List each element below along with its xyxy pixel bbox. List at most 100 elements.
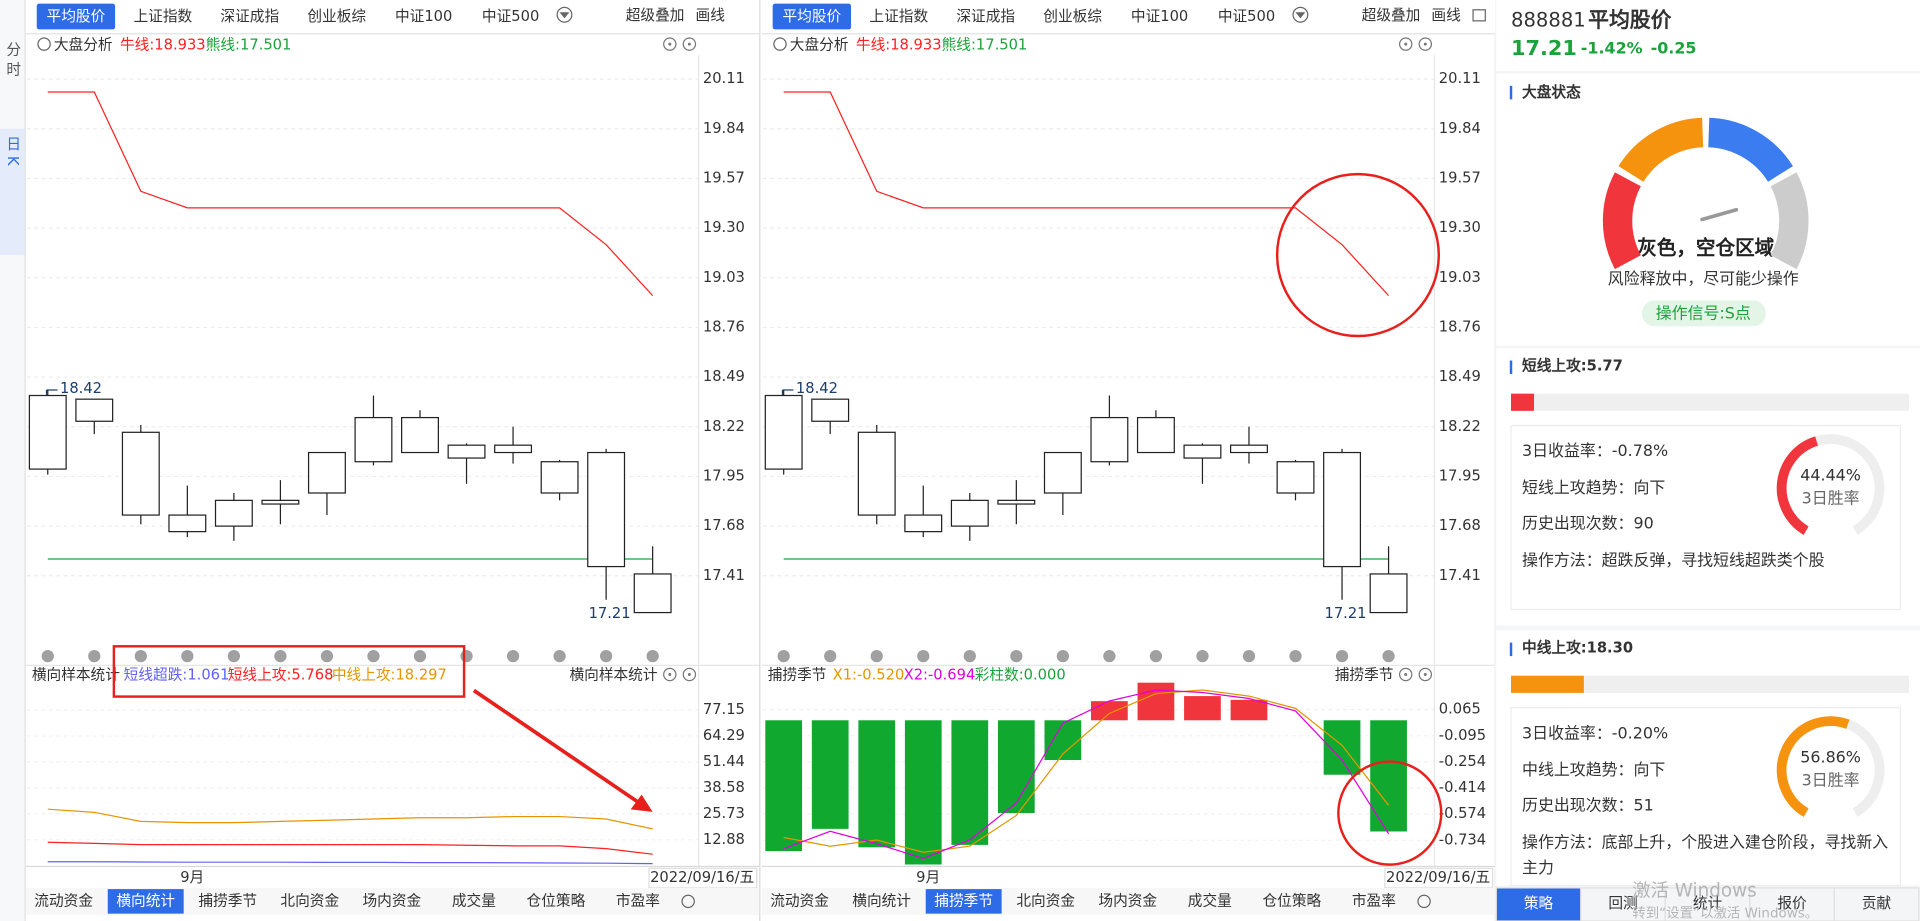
icon[interactable] <box>663 37 677 51</box>
nav-tab[interactable] <box>1749 887 1835 921</box>
more-icon[interactable] <box>1417 894 1431 909</box>
dropdown-icon[interactable] <box>556 6 573 23</box>
series-line <box>47 861 653 865</box>
top-tab[interactable]: 中证500 <box>1218 8 1275 25</box>
period-dot[interactable] <box>88 649 101 663</box>
period-dot[interactable] <box>553 649 566 663</box>
bottom-tab[interactable]: 成交量 <box>452 891 496 909</box>
period-dot[interactable] <box>460 649 473 663</box>
top-tab[interactable]: 创业板综 <box>307 7 366 25</box>
y-tick-label: 20.11 <box>703 70 745 87</box>
nav-tab[interactable] <box>1664 887 1751 921</box>
period-dot[interactable] <box>320 649 334 663</box>
window-icon[interactable] <box>1472 9 1486 22</box>
top-tab[interactable]: 平均股价 <box>782 8 841 25</box>
period-dot[interactable] <box>870 649 883 663</box>
y-tick-label: 19.30 <box>703 219 745 236</box>
bottom-tab[interactable]: 市盈率 <box>1352 892 1396 909</box>
bottom-tab[interactable]: 仓位策略 <box>527 892 586 909</box>
period-dot[interactable] <box>1010 649 1023 663</box>
top-tab[interactable]: 中证500 <box>482 8 539 25</box>
nav-tab[interactable] <box>1495 887 1582 921</box>
icon[interactable] <box>663 667 677 682</box>
bottom-tab[interactable]: 横向统计 <box>852 892 911 909</box>
icon-dot <box>687 673 691 676</box>
period-dot[interactable] <box>646 649 659 663</box>
bottom-tab[interactable]: 捕捞季节 <box>934 892 993 909</box>
period-dot[interactable] <box>506 649 520 663</box>
icon[interactable] <box>682 37 697 51</box>
more-icon[interactable] <box>681 894 695 909</box>
top-tab[interactable]: 平均股价 <box>47 8 106 25</box>
period-dot[interactable] <box>41 649 54 663</box>
top-tab[interactable]: 中证100 <box>1131 8 1188 25</box>
period-dot[interactable] <box>963 649 976 663</box>
tool[interactable]: 画线 <box>696 7 726 24</box>
row-wrap: 短线上攻趋势：向下 <box>1522 479 1665 497</box>
period-dot[interactable] <box>1335 649 1349 663</box>
period-dot[interactable] <box>367 649 380 663</box>
bottom-tab[interactable]: 流动资金 <box>770 892 829 909</box>
nav-label[interactable]: 报价 <box>1777 895 1807 912</box>
side-tab[interactable]: 分时 <box>4 42 21 81</box>
period-dot[interactable] <box>1103 649 1116 663</box>
bottom-tab[interactable]: 捕捞季节 <box>198 892 257 909</box>
period-dot[interactable] <box>274 649 287 663</box>
period-dot[interactable] <box>1382 649 1395 663</box>
bottom-tab[interactable]: 流动资金 <box>34 892 93 909</box>
collapse-icon[interactable] <box>37 37 51 51</box>
tool[interactable]: 画线 <box>1431 7 1461 24</box>
icon[interactable] <box>1398 37 1413 51</box>
period-dot[interactable] <box>1289 649 1302 663</box>
x-date: 2022/09/16/五 <box>650 869 754 886</box>
nav-label[interactable]: 回测 <box>1608 895 1637 912</box>
period-dot[interactable] <box>1056 649 1069 663</box>
bottom-tab[interactable]: 北向资金 <box>1016 892 1075 909</box>
period-dot[interactable] <box>134 649 147 663</box>
side-tab[interactable]: 日K <box>4 136 21 170</box>
icon[interactable] <box>1418 667 1433 682</box>
strategy-row: 操作方法：超跌反弹，寻找短线超跌类个股 <box>1522 551 1825 570</box>
period-dot[interactable] <box>1242 649 1256 663</box>
bottom-tab[interactable]: 市盈率 <box>616 892 660 909</box>
nav-label[interactable]: 策略 <box>1524 895 1554 912</box>
bottom-tab[interactable]: 成交量 <box>1188 891 1232 909</box>
icon[interactable] <box>1418 37 1433 51</box>
dropdown-icon[interactable] <box>1292 6 1309 23</box>
signal-text: 操作信号:S点 <box>1656 303 1751 322</box>
period-dot[interactable] <box>824 649 837 663</box>
top-tab[interactable]: 上证指数 <box>869 8 928 25</box>
y-tick-label: 18.22 <box>1439 418 1481 435</box>
icon[interactable] <box>1398 667 1413 682</box>
icon[interactable] <box>682 667 697 682</box>
top-tab[interactable]: 创业板综 <box>1043 7 1102 25</box>
top-tab[interactable]: 深证成指 <box>220 8 279 25</box>
period-dot[interactable] <box>227 649 240 663</box>
period-dot[interactable] <box>1149 649 1163 663</box>
ring-label: 44.44% <box>1800 465 1861 484</box>
top-tab[interactable]: 深证成指 <box>956 8 1015 25</box>
period-dot[interactable] <box>413 649 427 663</box>
bottom-tab[interactable]: 仓位策略 <box>1262 892 1321 909</box>
collapse-icon[interactable] <box>773 37 787 51</box>
progress-fill <box>1511 393 1534 411</box>
period-dot[interactable] <box>917 649 930 663</box>
tool[interactable]: 超级叠加 <box>1362 7 1421 24</box>
nav-label[interactable]: 统计 <box>1693 895 1723 912</box>
nav-tab[interactable] <box>1833 887 1920 921</box>
period-dot[interactable] <box>600 649 613 663</box>
nav-tab[interactable] <box>1580 887 1666 921</box>
bottom-tab[interactable]: 场内资金 <box>362 892 421 909</box>
bottom-tab[interactable]: 场内资金 <box>1098 892 1157 909</box>
tool[interactable]: 超级叠加 <box>626 7 685 24</box>
gauge-needle <box>1700 207 1739 222</box>
period-dot[interactable] <box>777 649 790 663</box>
bottom-tab[interactable]: 横向统计 <box>116 892 175 909</box>
top-tab[interactable]: 上证指数 <box>133 8 192 25</box>
legend-text: 熊线:17.501 <box>942 36 1028 53</box>
top-tab[interactable]: 中证100 <box>395 8 452 25</box>
period-dot[interactable] <box>181 649 194 663</box>
period-dot[interactable] <box>1196 649 1209 663</box>
bottom-tab[interactable]: 北向资金 <box>280 892 339 909</box>
nav-label[interactable]: 贡献 <box>1862 895 1892 912</box>
